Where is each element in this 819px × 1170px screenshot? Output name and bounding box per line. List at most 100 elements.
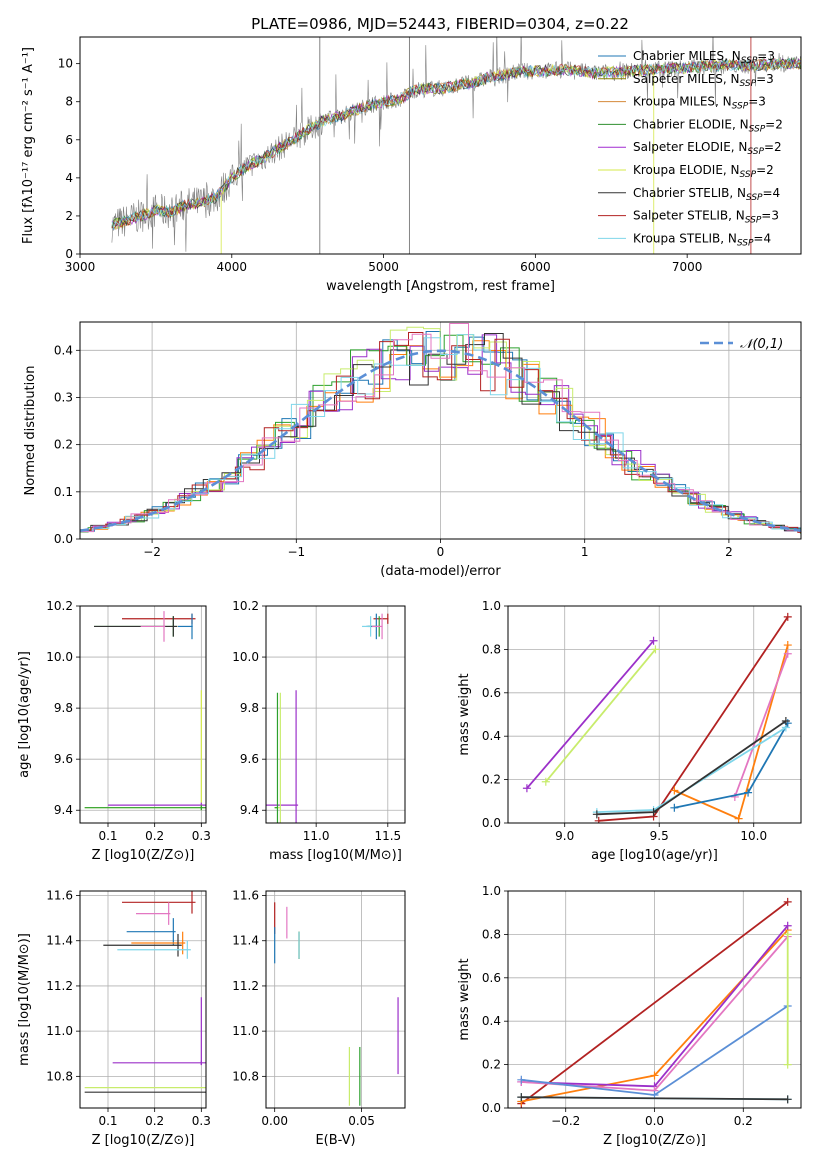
- data-point-marker: [783, 649, 792, 658]
- y-tick-label: 4: [65, 171, 73, 185]
- x-axis-label: (data-model)/error: [380, 564, 501, 579]
- y-tick-label: 0.4: [482, 729, 501, 743]
- axes-frame: [265, 605, 406, 824]
- y-tick-label: 1.0: [482, 599, 501, 613]
- x-axis-label: Z [log10(Z/Z⊙)]: [92, 848, 195, 863]
- x-tick-label: 5000: [368, 260, 399, 274]
- data-point-marker: [734, 814, 743, 823]
- x-tick-label: 0.2: [734, 1114, 753, 1128]
- x-tick-label: 0.3: [192, 1114, 211, 1128]
- data-point-marker: [783, 921, 792, 930]
- axes-frame: [507, 605, 802, 824]
- data-point-marker: [649, 808, 658, 817]
- y-tick-label: 9.6: [54, 752, 73, 766]
- data-point-marker: [594, 816, 603, 823]
- y-tick-label: 0.8: [482, 642, 501, 656]
- x-tick-label: 10.0: [740, 829, 767, 843]
- panel-7-plot-area: [508, 891, 801, 1108]
- y-tick-label: 0.0: [54, 532, 73, 546]
- y-tick-label: 0.4: [482, 1014, 501, 1028]
- y-tick-label: 9.6: [240, 752, 259, 766]
- y-tick-label: 11.0: [46, 1024, 73, 1038]
- y-tick-label: 9.8: [54, 701, 73, 715]
- x-tick-label: 0.0: [645, 1114, 664, 1128]
- data-point-marker: [670, 803, 679, 812]
- y-axis-label: Flux [fλ10⁻¹⁷ erg cm⁻² s⁻¹ A⁻¹]: [21, 47, 36, 244]
- legend-label: Chabrier ELODIE, NSSP=2: [633, 117, 783, 134]
- x-tick-label: −1: [287, 545, 305, 559]
- y-tick-label: 8: [65, 95, 73, 109]
- y-tick-label: 0.1: [54, 485, 73, 499]
- y-tick-label: 1.0: [482, 884, 501, 898]
- legend-label: Salpeter ELODIE, NSSP=2: [633, 140, 782, 157]
- data-point-marker: [592, 810, 601, 819]
- x-axis-label: Z [log10(Z/Z⊙)]: [603, 1133, 706, 1148]
- x-tick-label: 0.3: [192, 829, 211, 843]
- axes-frame: [265, 890, 406, 1109]
- x-axis-label: E(B-V): [315, 1133, 355, 1148]
- x-tick-label: 0: [437, 545, 445, 559]
- panel-0-plot-area: [111, 37, 801, 254]
- histogram-series: [80, 334, 801, 532]
- histogram-series: [80, 332, 801, 533]
- y-tick-label: 11.6: [46, 889, 73, 903]
- data-point-marker: [783, 897, 792, 906]
- x-tick-label: 1: [581, 545, 589, 559]
- x-tick-label: 2: [725, 545, 733, 559]
- y-tick-label: 0.6: [482, 686, 501, 700]
- legend-label: Chabrier MILES, NSSP=3: [633, 49, 775, 66]
- normal-distribution-curve: [80, 349, 801, 532]
- axes-frame: [507, 890, 802, 1109]
- data-point-marker: [650, 1071, 659, 1080]
- data-point-marker: [744, 788, 753, 797]
- x-tick-label: −2: [143, 545, 161, 559]
- y-tick-label: 11.4: [46, 934, 73, 948]
- mass-weight-line: [520, 901, 789, 1105]
- data-point-marker: [783, 612, 792, 621]
- main-title: PLATE=0986, MJD=52443, FIBERID=0304, z=0…: [251, 15, 629, 33]
- data-point-marker: [670, 786, 679, 795]
- y-axis-label: mass weight: [457, 958, 472, 1040]
- y-tick-label: 10.0: [232, 650, 259, 664]
- mass-weight-line: [526, 640, 655, 789]
- axes-frame: [79, 36, 802, 255]
- y-tick-label: 0.2: [482, 773, 501, 787]
- y-tick-label: 10.2: [46, 599, 73, 613]
- x-tick-label: 0.2: [145, 1114, 164, 1128]
- data-point-marker: [783, 641, 792, 650]
- y-axis-label: mass weight: [457, 673, 472, 755]
- mass-weight-line: [521, 1096, 788, 1101]
- x-tick-label: 11.5: [374, 829, 401, 843]
- x-tick-label: 0.00: [261, 1114, 288, 1128]
- legend-label: Salpeter MILES, NSSP=3: [633, 72, 774, 89]
- y-axis-label: age [log10(age/yr)]: [17, 651, 32, 778]
- x-tick-label: 6000: [520, 260, 551, 274]
- y-tick-label: 10.8: [46, 1069, 73, 1083]
- data-point-marker: [783, 1060, 792, 1069]
- panel-2-plot-area: [80, 606, 206, 823]
- panel-1-plot-area: [80, 322, 801, 539]
- y-tick-label: 6: [65, 133, 73, 147]
- panel-5-plot-area: [80, 891, 206, 1108]
- mass-weight-line: [733, 653, 789, 798]
- y-tick-label: 11.6: [232, 889, 259, 903]
- data-point-marker: [783, 930, 792, 939]
- y-tick-label: 11.4: [232, 934, 259, 948]
- x-tick-label: 0.1: [98, 829, 117, 843]
- data-point-marker: [783, 1095, 792, 1104]
- x-axis-label: wavelength [Angstrom, rest frame]: [326, 279, 555, 294]
- y-tick-label: 10.2: [232, 599, 259, 613]
- y-tick-label: 10.0: [46, 650, 73, 664]
- histogram-series: [80, 334, 801, 534]
- model-spectrum-line: [111, 58, 801, 230]
- legend-label: Kroupa ELODIE, NSSP=2: [633, 163, 774, 180]
- y-tick-label: 0.0: [482, 816, 501, 830]
- axes-frame: [79, 890, 207, 1109]
- x-tick-label: 4000: [217, 260, 248, 274]
- data-point-marker: [730, 792, 739, 801]
- y-tick-label: 10.8: [232, 1069, 259, 1083]
- panel-3-plot-area: [266, 606, 405, 823]
- y-tick-label: 9.4: [54, 803, 73, 817]
- y-tick-label: 11.2: [46, 979, 73, 993]
